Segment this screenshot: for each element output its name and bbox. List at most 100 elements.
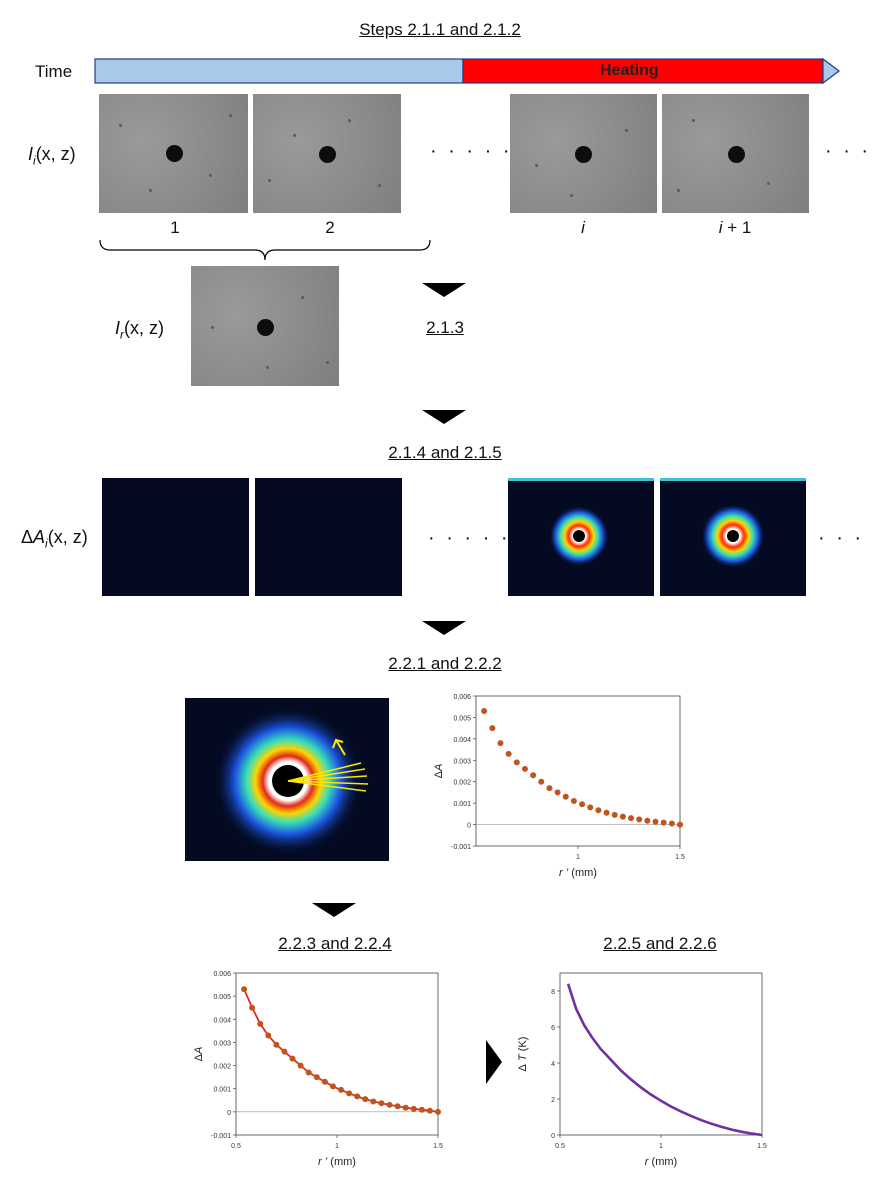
frame-number-i-plus-1: i + 1 [718, 218, 752, 237]
data-point [628, 815, 635, 822]
data-point [513, 759, 520, 766]
data-point [321, 1078, 328, 1085]
data-point [603, 809, 610, 816]
frame-number-1: 1 [170, 218, 180, 237]
y-tick-label: 0.006 [453, 694, 471, 701]
time-label: Time [35, 62, 73, 81]
y-tick-label: 6 [551, 1025, 555, 1032]
data-point [418, 1106, 425, 1113]
x-tick-label: 0.5 [555, 1143, 565, 1150]
data-point [297, 1062, 304, 1069]
data-point [570, 798, 577, 804]
data-point [386, 1101, 393, 1108]
data-point [505, 750, 512, 757]
data-point [313, 1074, 320, 1081]
heading-steps-2-2-1-2-2-2: 2.2.1 and 2.2.2 [388, 654, 502, 673]
data-point [370, 1098, 377, 1105]
series-line [566, 983, 763, 1137]
down-arrow-1 [422, 283, 466, 297]
down-arrow-2 [422, 410, 466, 424]
timeline-heating-segment [462, 58, 824, 84]
plot-frame [475, 695, 681, 847]
heading-steps-2-1-4-2-1-5: 2.1.4 and 2.1.5 [388, 443, 502, 462]
data-point [530, 772, 537, 779]
frame-image-1 [99, 94, 248, 213]
data-point [257, 1020, 264, 1027]
x-tick-label: 1 [576, 854, 580, 861]
y-tick-label: 0 [227, 1110, 231, 1117]
x-tick-label: 1.5 [433, 1143, 443, 1150]
y-tick-label: 2 [551, 1097, 555, 1104]
x-tick-label: 1 [659, 1143, 663, 1150]
y-tick-label: -0.001 [211, 1133, 231, 1140]
radial-profile-image [185, 698, 389, 861]
ellipsis-row1: · · · · · [430, 140, 513, 162]
ellipsis-row1-end: · · · [825, 140, 872, 162]
data-point [562, 793, 569, 800]
data-point [305, 1069, 312, 1076]
data-point [481, 708, 488, 714]
y-tick-label: 0.003 [213, 1040, 231, 1047]
data-point [410, 1105, 417, 1112]
data-point [273, 1041, 280, 1048]
data-point [579, 801, 586, 808]
chart-delta-a-fit: -0.001 0 0.001 0.002 0.003 0.004 0.005 0.006 0.5… [193, 971, 443, 1168]
data-point [521, 765, 528, 772]
y-tick-label: 0.001 [453, 801, 471, 808]
data-point [338, 1086, 345, 1093]
y-tick-label: 0 [551, 1133, 555, 1140]
data-point [346, 1090, 353, 1097]
data-point [644, 817, 651, 824]
down-arrow-4 [312, 903, 356, 917]
reference-image [191, 266, 339, 386]
data-point [265, 1032, 272, 1039]
y-tick-label: 4 [551, 1061, 555, 1068]
y-tick-label: 0.002 [213, 1064, 231, 1071]
difference-image-i [508, 478, 654, 596]
frame-image-2 [253, 94, 401, 213]
row-label-Ii: Ii(x, z) [28, 144, 76, 168]
y-tick-label: 8 [551, 989, 555, 996]
frame-image-i-plus-1 [662, 94, 809, 213]
x-axis-label: r (mm) [645, 1156, 677, 1168]
data-point [538, 778, 545, 785]
heating-label: Heating [600, 62, 659, 79]
data-point [362, 1096, 369, 1103]
data-point [619, 813, 626, 820]
y-tick-label: 0.004 [213, 1017, 231, 1024]
data-point [402, 1104, 409, 1111]
chart-delta-a-vs-r-scatter: -0.001 0 0.001 0.002 0.003 0.004 0.005 0.006 1 1.… [433, 694, 685, 879]
x-tick-label: 1.5 [675, 854, 685, 861]
fit-line [243, 988, 439, 1113]
x-tick-label: 1 [335, 1143, 339, 1150]
data-point [611, 811, 618, 818]
y-tick-label: 0.006 [213, 971, 231, 978]
difference-image-i-plus-1 [660, 478, 806, 596]
data-point [587, 804, 594, 811]
data-point [595, 807, 602, 814]
data-point [249, 1004, 256, 1011]
row-label-Ir: Ir(x, z) [115, 318, 165, 342]
y-tick-label: 0.003 [453, 758, 471, 765]
grouping-brace [99, 239, 431, 261]
data-point [660, 819, 667, 826]
heading-step-2-1-3: 2.1.3 [426, 318, 464, 337]
ellipsis-row3-end: · · · [818, 527, 865, 549]
data-point [652, 818, 659, 825]
timeline-before-segment [94, 58, 464, 84]
y-tick-label: 0.001 [213, 1087, 231, 1094]
y-axis-label: ΔA [193, 1047, 205, 1062]
data-point [329, 1083, 336, 1090]
data-point [497, 740, 504, 747]
y-axis-label: Δ T (K) [517, 1037, 529, 1072]
heading-steps-2-1-1-2-1-2: Steps 2.1.1 and 2.1.2 [359, 20, 521, 39]
data-point [668, 820, 675, 827]
data-point [426, 1107, 433, 1114]
y-tick-label: -0.001 [451, 844, 471, 851]
data-point [677, 821, 683, 828]
timeline-arrowhead [822, 57, 840, 85]
heading-steps-2-2-3-2-2-4: 2.2.3 and 2.2.4 [278, 934, 392, 953]
plot-frame [235, 972, 439, 1136]
heading-steps-2-2-5-2-2-6: 2.2.5 and 2.2.6 [603, 934, 717, 953]
ellipsis-row3: · · · · · [428, 527, 511, 549]
